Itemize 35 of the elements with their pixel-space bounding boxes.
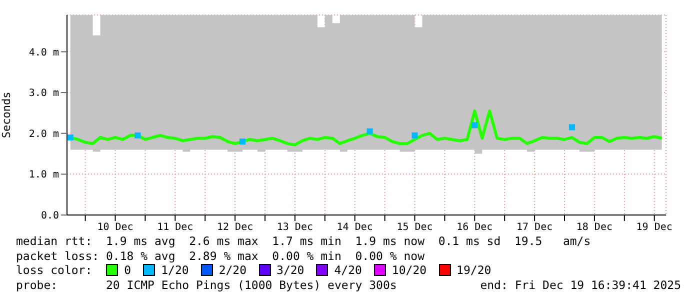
legend-label: 19/20: [456, 263, 492, 278]
y-tick-label: 2.0 m: [28, 128, 59, 140]
y-tick-label: 3.0 m: [28, 88, 59, 100]
x-tick-label: 11 Dec: [157, 222, 194, 234]
y-tick-label: 0.0: [40, 210, 59, 222]
x-tick-label: 18 Dec: [576, 222, 613, 234]
point: [472, 122, 478, 128]
x-tick-label: 13 Dec: [276, 222, 314, 234]
y-tick-label: 1.0 m: [28, 170, 59, 181]
x-tick-label: 17 Dec: [516, 222, 553, 234]
point: [568, 124, 575, 130]
point: [366, 128, 373, 134]
x-tick-label: 10 Dec: [97, 222, 134, 234]
text: median rtt: 1.9 ms avg 2.6 ms max 1.7 ms min 1.9 ms now 0.1 ms sd 19.5 am/s: [16, 234, 592, 248]
y-tick-label: 4.0 m: [28, 47, 59, 58]
point: [67, 134, 74, 140]
legend-label: 4/20: [334, 263, 362, 278]
text: packet loss: 0.18 % avg 2.89 % max 0.00 % min 0.00 % now: [16, 248, 426, 263]
x-tick-label: 16 Dec: [456, 222, 493, 234]
legend-label: 2/20: [218, 263, 247, 278]
text: loss color:: [16, 263, 92, 278]
legend-label: 1/20: [161, 263, 189, 278]
legend-label: 10/20: [392, 263, 427, 278]
x-tick-label: 14 Dec: [336, 222, 373, 234]
point: [134, 132, 141, 138]
legend-label: 3/20: [276, 263, 304, 278]
text: end: Fri Dec 19 16:39:41 2025: [480, 278, 681, 292]
y-axis-title: Seconds: [0, 92, 13, 138]
point: [240, 138, 246, 145]
point: [412, 132, 418, 138]
x-tick-label: 19 Dec: [636, 222, 672, 234]
legend-label: 0: [124, 263, 132, 278]
x-tick-label: 15 Dec: [396, 222, 433, 234]
text: probe: 20 ICMP Echo Pings (1000 Bytes) every 300s: [16, 278, 397, 292]
x-tick-label: 12 Dec: [216, 222, 254, 234]
